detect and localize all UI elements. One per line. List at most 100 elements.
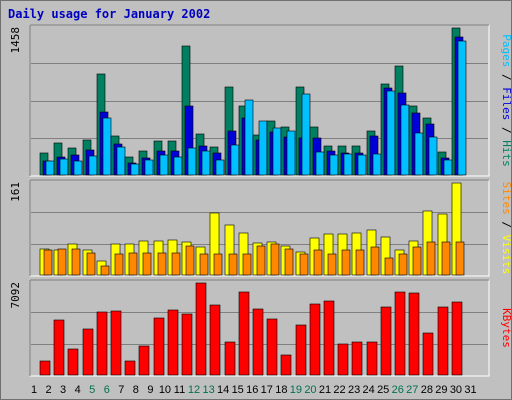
legend-entry: Visits [500, 235, 512, 275]
day-label: 19 [290, 384, 302, 396]
pages-bar [130, 163, 140, 176]
pages-bar [59, 158, 69, 176]
kbytes-bar [380, 306, 392, 376]
pages-bar [144, 159, 154, 176]
sites-bar [384, 257, 394, 276]
pages-bar [173, 156, 183, 176]
kbytes-bar [209, 304, 221, 376]
kbytes-bar [67, 348, 79, 376]
sites-bar [86, 252, 96, 276]
kbytes-bar [252, 308, 264, 376]
day-label: 6 [104, 384, 110, 396]
pages-bar [329, 154, 339, 176]
pages-bar [343, 153, 353, 176]
pages-bar [230, 144, 240, 176]
kbytes-bar [451, 301, 463, 376]
pages-bar [315, 151, 325, 176]
sites-bar [213, 253, 223, 276]
kbytes-bar [82, 328, 94, 376]
pages-bar [457, 40, 467, 176]
legend-entry: / [500, 120, 512, 140]
day-label: 28 [421, 384, 433, 396]
kbytes-bar [238, 291, 250, 376]
day-label: 4 [75, 384, 81, 396]
ymax-label-3: 7092 [9, 282, 22, 309]
kbytes-bar [295, 324, 307, 376]
kbytes-bar [195, 282, 207, 376]
kbytes-bar [53, 319, 65, 376]
kbytes-bar [323, 300, 335, 376]
sites-bar [100, 265, 110, 276]
kbytes-bar [394, 291, 406, 376]
sites-bar [412, 246, 422, 276]
sites-bar [157, 252, 167, 276]
kbytes-bar [266, 318, 278, 376]
day-label: 8 [133, 384, 139, 396]
sites-bar [370, 246, 380, 276]
sites-bar [441, 241, 451, 276]
pages-bar [400, 104, 410, 176]
day-label: 3 [60, 384, 66, 396]
sites-bar [242, 253, 252, 276]
day-label: 17 [261, 384, 273, 396]
pages-bar [286, 130, 296, 176]
day-label: 5 [89, 384, 95, 396]
kbytes-bar [337, 343, 349, 376]
pages-bar [244, 99, 254, 176]
sites-bar [455, 241, 465, 276]
pages-bar [414, 132, 424, 176]
sites-bar [142, 252, 152, 276]
legend-entry: Sites [500, 182, 512, 215]
page-title: Daily usage for January 2002 [8, 7, 211, 21]
sites-bar [43, 249, 53, 276]
kbytes-bar [408, 292, 420, 376]
day-label: 12 [188, 384, 200, 396]
day-label: 26 [392, 384, 404, 396]
legend-entry: KBytes [500, 308, 512, 348]
kbytes-bar [437, 306, 449, 376]
day-label: 15 [232, 384, 244, 396]
day-label: 30 [450, 384, 462, 396]
kbytes-bar [351, 341, 363, 376]
sites-bar [185, 245, 195, 276]
kbytes-bar [39, 360, 51, 376]
sites-bar [270, 243, 280, 276]
pages-bar [258, 120, 268, 176]
kbytes-bar [366, 341, 378, 376]
kbytes-bar [138, 345, 150, 376]
sites-bar [426, 241, 436, 276]
sites-bar [355, 249, 365, 276]
pages-bar [428, 136, 438, 176]
day-label: 21 [319, 384, 331, 396]
pages-bar [73, 160, 83, 176]
day-label: 7 [118, 384, 124, 396]
sites-bar [327, 253, 337, 276]
kbytes-bar [280, 354, 292, 376]
ymax-label-2: 161 [9, 182, 22, 202]
sites-bar [228, 253, 238, 276]
pages-bar [201, 150, 211, 176]
day-label: 22 [333, 384, 345, 396]
day-label: 27 [406, 384, 418, 396]
pages-bar [88, 155, 98, 176]
day-label: 29 [435, 384, 447, 396]
day-label: 1 [31, 384, 37, 396]
pages-bar [159, 154, 169, 176]
kbytes-bar [422, 332, 434, 376]
sites-bar [57, 248, 67, 276]
pages-bar [386, 90, 396, 176]
legend-entry: Hits [500, 140, 512, 167]
pages-bar [443, 159, 453, 176]
sites-bar [299, 253, 309, 276]
kbytes-bar [110, 310, 122, 376]
day-label: 25 [377, 384, 389, 396]
ymax-label-1: 1458 [9, 27, 22, 54]
legend-entry: / [500, 67, 512, 87]
sites-bar [71, 248, 81, 276]
legend-entry: Pages [500, 34, 512, 67]
sites-bar [341, 249, 351, 276]
day-label: 13 [202, 384, 214, 396]
day-label: 2 [45, 384, 51, 396]
legend-entry: Files [500, 87, 512, 120]
